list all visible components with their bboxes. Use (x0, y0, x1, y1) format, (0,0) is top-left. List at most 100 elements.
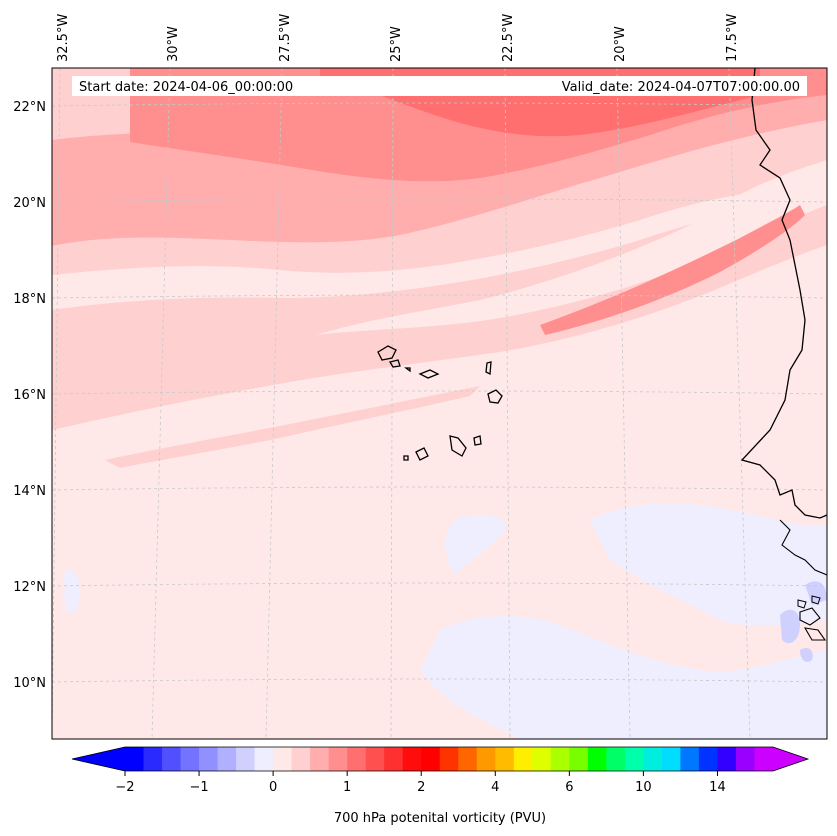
meridian-17-5W (728, 68, 751, 739)
colorbar-segment (754, 747, 774, 771)
parallel-12N (52, 582, 827, 587)
colorbar-segment (680, 747, 700, 771)
colorbar-segment (476, 747, 496, 771)
colorbar-segment (384, 747, 404, 771)
colorbar-tick-label: −1 (189, 780, 208, 795)
parallel-16N (52, 390, 827, 395)
colorbar-segment (624, 747, 644, 771)
map-panel (52, 68, 827, 739)
colorbar-segment (180, 747, 200, 771)
island-sao-nicolau (418, 369, 440, 379)
lat-label-14N: 14°N (13, 484, 46, 499)
colorbar-tick-label: 10 (635, 780, 652, 795)
colorbar-segment (217, 747, 237, 771)
bijagos-islands (797, 595, 821, 609)
colorbar-tick-label: −2 (115, 780, 134, 795)
map-frame (51, 67, 828, 740)
colorbar-segment (439, 747, 459, 771)
colorbar-tick-label: 2 (417, 780, 425, 795)
lat-label-20N: 20°N (13, 196, 46, 211)
colorbar-tick-label: 14 (709, 780, 726, 795)
colorbar-segment (310, 747, 330, 771)
west-africa-coastline-south (779, 519, 827, 641)
graticule (52, 68, 827, 739)
lat-label-22N: 22°N (13, 100, 46, 115)
pv-band-diagonal-mid (52, 205, 827, 430)
colorbar-extend-min (72, 747, 125, 771)
colorbar-segment (513, 747, 533, 771)
island-maio (473, 435, 482, 446)
colorbar-segment (347, 747, 367, 771)
colorbar-segment (273, 747, 293, 771)
colorbar-tick-label: 6 (565, 780, 573, 795)
colorbar-segment (550, 747, 570, 771)
colorbar-segment (162, 747, 182, 771)
parallel-22N (52, 102, 827, 107)
island-santiago (449, 435, 467, 457)
colorbar-segment (495, 747, 515, 771)
lon-label-22-5W: 22.5°W (501, 14, 516, 62)
island-santa-luzia (404, 367, 411, 373)
pv-negative-south-patch (420, 615, 827, 739)
colorbar-label: 700 hPa potenital vorticity (PVU) (334, 811, 546, 826)
lon-label-17-5W: 17.5°W (725, 14, 740, 62)
meridian-32-5W (52, 68, 61, 739)
colorbar-segment (735, 747, 756, 771)
pv-negative-coast-strong (780, 609, 800, 644)
colorbar-segment (569, 747, 589, 771)
colorbar-segment (143, 747, 163, 771)
pv-band-coastal-strong (540, 205, 805, 335)
lon-label-32-5W: 32.5°W (56, 14, 71, 62)
island-santo-antao (377, 345, 397, 361)
meridian-30W (151, 68, 171, 739)
west-africa-coastline (740, 68, 827, 519)
colorbar-segment (236, 747, 256, 771)
pv-band-very-light-strip (52, 189, 800, 310)
lat-label-16N: 16°N (13, 388, 46, 403)
pv-negative-coast-strong-2 (805, 581, 827, 605)
pv-band-light-lower (105, 386, 480, 468)
lat-label-18N: 18°N (13, 292, 46, 307)
meridian-22-5W (504, 68, 511, 739)
colorbar-segment (717, 747, 737, 771)
colorbar-segment (125, 747, 145, 771)
colorbar-tick-label: 4 (491, 780, 499, 795)
colorbar-segment (532, 747, 552, 771)
island-sao-vicente (388, 359, 401, 368)
colorbar-segment (421, 747, 441, 771)
parallel-14N (52, 486, 827, 491)
parallel-10N (52, 678, 827, 683)
pv-negative-mid-patch (445, 514, 506, 575)
lon-label-30W: 30°W (166, 26, 181, 62)
pv-negative-east-patch (590, 503, 827, 626)
colorbar-tick-label: 0 (269, 780, 277, 795)
island-sal (485, 361, 492, 376)
lat-label-12N: 12°N (13, 580, 46, 595)
lon-label-20W: 20°W (613, 26, 628, 62)
colorbar-segment (643, 747, 663, 771)
colorbar-segment (606, 747, 626, 771)
pv-negative-coast-strong-3 (800, 648, 813, 662)
island-fogo (415, 447, 429, 461)
colorbar-segment (291, 747, 311, 771)
parallel-20N (52, 198, 827, 203)
pv-negative-west-patch (64, 570, 80, 614)
longitude-labels: 32.5°W 30°W 27.5°W 25°W 22.5°W 20°W 17.5… (56, 14, 740, 62)
lon-label-25W: 25°W (389, 26, 404, 62)
meridian-25W (390, 68, 394, 739)
lat-label-10N: 10°N (13, 676, 46, 691)
colorbar-segment (365, 747, 385, 771)
latitude-labels: 22°N 20°N 18°N 16°N 14°N 12°N 10°N (13, 100, 46, 691)
colorbar-segment (587, 747, 607, 771)
meridian-20W (616, 68, 631, 739)
cape-verde-islands (377, 345, 503, 461)
colorbar-segment (698, 747, 719, 771)
colorbar-tick-label: 1 (343, 780, 351, 795)
colorbar-segment (199, 747, 219, 771)
colorbar-extend-max (773, 747, 808, 771)
colorbar-segment (254, 747, 274, 771)
parallel-18N (52, 294, 827, 299)
pv-band-light-south (75, 330, 300, 385)
date-header-background (72, 76, 807, 96)
colorbar-segment (328, 747, 348, 771)
